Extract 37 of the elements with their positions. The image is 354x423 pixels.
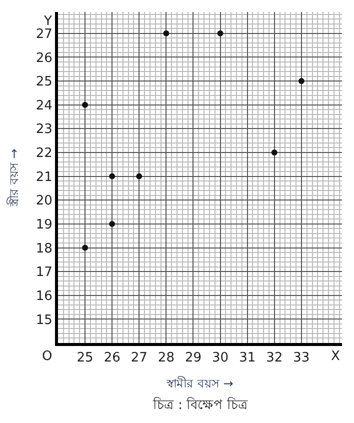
text: Y [43, 14, 52, 29]
x-tick-label: 28 [158, 350, 174, 366]
text: X [331, 349, 340, 364]
y-tick-label: 19 [36, 217, 52, 232]
y-tick-label: 27 [36, 26, 52, 42]
y-tick-label: 26 [36, 50, 52, 66]
y-tick-label: 15 [36, 312, 52, 328]
point [298, 78, 304, 84]
y-tick-label: 22 [36, 146, 52, 162]
y-tick-label: 20 [36, 194, 52, 209]
x-tick-label: 26 [104, 350, 120, 366]
point [109, 220, 116, 227]
point [217, 30, 224, 36]
point [82, 244, 88, 251]
y-tick-label: 21 [36, 170, 52, 185]
point [82, 102, 88, 108]
x-axis-title: স্বামীর বয়স → [166, 376, 234, 390]
x-tick-label: 29 [184, 350, 202, 366]
x-tick-label: 25 [76, 350, 94, 366]
x-tick-label: 30 [212, 350, 229, 366]
y-tick-label: 23 [36, 122, 52, 138]
y-tick-label: 16 [36, 288, 52, 304]
point [136, 173, 142, 180]
y-tick-label: 18 [36, 241, 52, 256]
point [109, 173, 116, 180]
x-tick-label: 27 [130, 350, 148, 366]
point [163, 30, 170, 36]
y-axis-title: স্ত্রীর বয়স → [7, 148, 22, 208]
x-tick-label: 32 [266, 350, 283, 366]
x-tick-label: 33 [293, 350, 310, 366]
point [271, 150, 278, 156]
y-tick-label: 24 [36, 98, 52, 114]
y-tick-label: 25 [36, 74, 52, 90]
x-tick-label: 31 [239, 350, 256, 366]
y-tick-label: 17 [36, 265, 52, 280]
text: চিত্র : বিক্ষেপ চিত্র [152, 397, 248, 413]
text: O [42, 349, 52, 364]
